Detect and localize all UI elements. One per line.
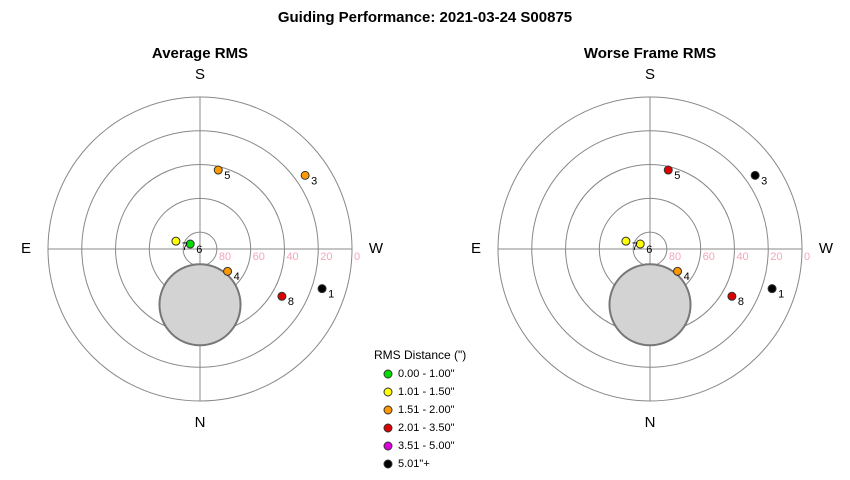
legend-label: 1.01 - 1.50" xyxy=(398,386,455,398)
point xyxy=(213,165,223,175)
legend-marker xyxy=(383,423,393,433)
point-label: 1 xyxy=(778,289,784,301)
legend-label: 0.00 - 1.00" xyxy=(398,368,455,380)
moon xyxy=(608,263,692,347)
point xyxy=(277,291,287,301)
point xyxy=(727,291,737,301)
legend-label: 3.51 - 5.00" xyxy=(398,440,455,452)
r-tick-label: 60 xyxy=(703,251,715,263)
point-label: 3 xyxy=(311,175,317,187)
point xyxy=(317,284,327,294)
point xyxy=(767,284,777,294)
direction-label: W xyxy=(819,240,834,257)
r-tick-label: 80 xyxy=(219,251,231,263)
legend-marker xyxy=(383,405,393,415)
legend-marker xyxy=(383,459,393,469)
legend-marker xyxy=(383,387,393,397)
point xyxy=(223,266,233,276)
direction-label: E xyxy=(21,240,31,257)
r-tick-label: 0 xyxy=(354,251,360,263)
r-tick-label: 40 xyxy=(286,251,298,263)
r-tick-label: 20 xyxy=(770,251,782,263)
point xyxy=(621,236,631,246)
direction-label: N xyxy=(195,414,206,431)
point-label: 4 xyxy=(234,271,240,283)
point xyxy=(185,239,195,249)
r-tick-label: 0 xyxy=(804,251,810,263)
direction-label: S xyxy=(195,66,205,83)
point-label: 8 xyxy=(288,296,294,308)
point xyxy=(300,170,310,180)
chart-title: Guiding Performance: 2021-03-24 S00875 xyxy=(278,9,572,26)
point-label: 7 xyxy=(632,241,638,253)
legend-label: 5.01"+ xyxy=(398,458,430,470)
point-label: 8 xyxy=(738,296,744,308)
point-label: 6 xyxy=(196,244,202,256)
point-label: 1 xyxy=(328,289,334,301)
legend-title: RMS Distance (") xyxy=(374,348,466,362)
point xyxy=(673,266,683,276)
r-tick-label: 20 xyxy=(320,251,332,263)
point-label: 5 xyxy=(674,170,680,182)
point-label: 7 xyxy=(182,241,188,253)
r-tick-label: 40 xyxy=(736,251,748,263)
direction-label: E xyxy=(471,240,481,257)
legend-label: 1.51 - 2.00" xyxy=(398,404,455,416)
direction-label: S xyxy=(645,66,655,83)
r-tick-label: 80 xyxy=(669,251,681,263)
point-label: 6 xyxy=(646,244,652,256)
point xyxy=(171,236,181,246)
point xyxy=(635,239,645,249)
point-label: 5 xyxy=(224,170,230,182)
legend-label: 2.01 - 3.50" xyxy=(398,422,455,434)
point xyxy=(663,165,673,175)
point-label: 4 xyxy=(684,271,690,283)
direction-label: W xyxy=(369,240,384,257)
panel-title: Average RMS xyxy=(152,45,248,62)
direction-label: N xyxy=(645,414,656,431)
panel-title: Worse Frame RMS xyxy=(584,45,716,62)
legend-marker xyxy=(383,441,393,451)
moon xyxy=(158,263,242,347)
r-tick-label: 60 xyxy=(253,251,265,263)
point-label: 3 xyxy=(761,175,767,187)
point xyxy=(750,170,760,180)
legend-marker xyxy=(383,369,393,379)
